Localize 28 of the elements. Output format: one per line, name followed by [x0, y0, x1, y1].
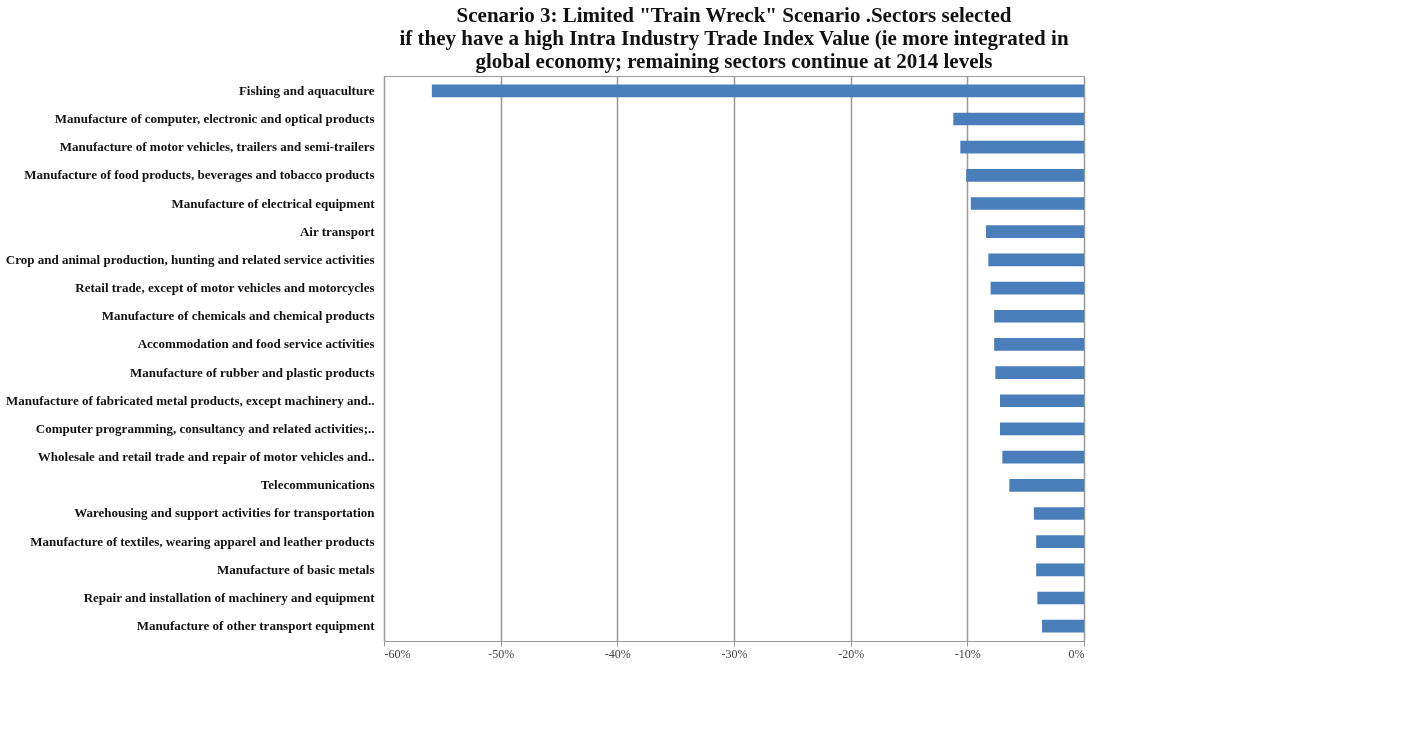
- x-tick-label: -20%: [838, 646, 865, 661]
- x-tick-label: -10%: [954, 646, 981, 661]
- x-tick-label: -60%: [384, 646, 411, 661]
- y-tick-label: Retail trade, except of motor vehicles and motorcycles: [75, 280, 375, 296]
- y-tick-label: Air transport: [299, 223, 376, 239]
- y-tick-label: Telecommunications: [260, 477, 375, 493]
- y-tick-label: Manufacture of rubber and plastic products: [130, 364, 375, 380]
- y-tick-label: Accommodation and food service activities: [137, 336, 375, 352]
- y-tick-label: Manufacture of fabricated metal products, except machinery and..: [5, 392, 375, 408]
- y-tick-label: Manufacture of electrical equipment: [171, 195, 376, 211]
- y-tick-label: Warehousing and support activities for transportation: [74, 505, 376, 521]
- y-tick-label: Manufacture of chemicals and chemical products: [101, 308, 375, 324]
- y-tick-label: Fishing and aquaculture: [238, 82, 375, 98]
- y-tick-label: Manufacture of textiles, wearing apparel and leather products: [30, 533, 375, 549]
- y-tick-label: Repair and installation of machinery and equipment: [83, 590, 376, 606]
- y-tick-label: Manufacture of basic metals: [216, 561, 375, 577]
- y-tick-label: Manufacture of other transport equipment: [136, 618, 376, 634]
- y-tick-label: Crop and animal production, hunting and related service activities: [5, 251, 375, 267]
- x-tick-label: -50%: [488, 646, 515, 661]
- chart-title: Scenario 3: Limited "Train Wreck" Scenario .Sectors selected if they have a high Intra Industry Trade Index Value (ie more integrated in global economy; remaining sectors continue at 2014 levels: [399, 3, 1069, 73]
- x-tick-label: -40%: [604, 646, 631, 661]
- x-tick-label: 0%: [1068, 646, 1085, 661]
- y-tick-label: Manufacture of computer, electronic and optical products: [54, 110, 375, 126]
- x-tick-label: -30%: [721, 646, 748, 661]
- y-tick-label: Manufacture of food products, beverages and tobacco products: [24, 167, 375, 183]
- y-tick-label: Computer programming, consultancy and related activities;..: [35, 420, 375, 436]
- y-tick-label: Manufacture of motor vehicles, trailers and semi-trailers: [59, 139, 375, 155]
- y-tick-label: Wholesale and retail trade and repair of motor vehicles and..: [37, 449, 375, 465]
